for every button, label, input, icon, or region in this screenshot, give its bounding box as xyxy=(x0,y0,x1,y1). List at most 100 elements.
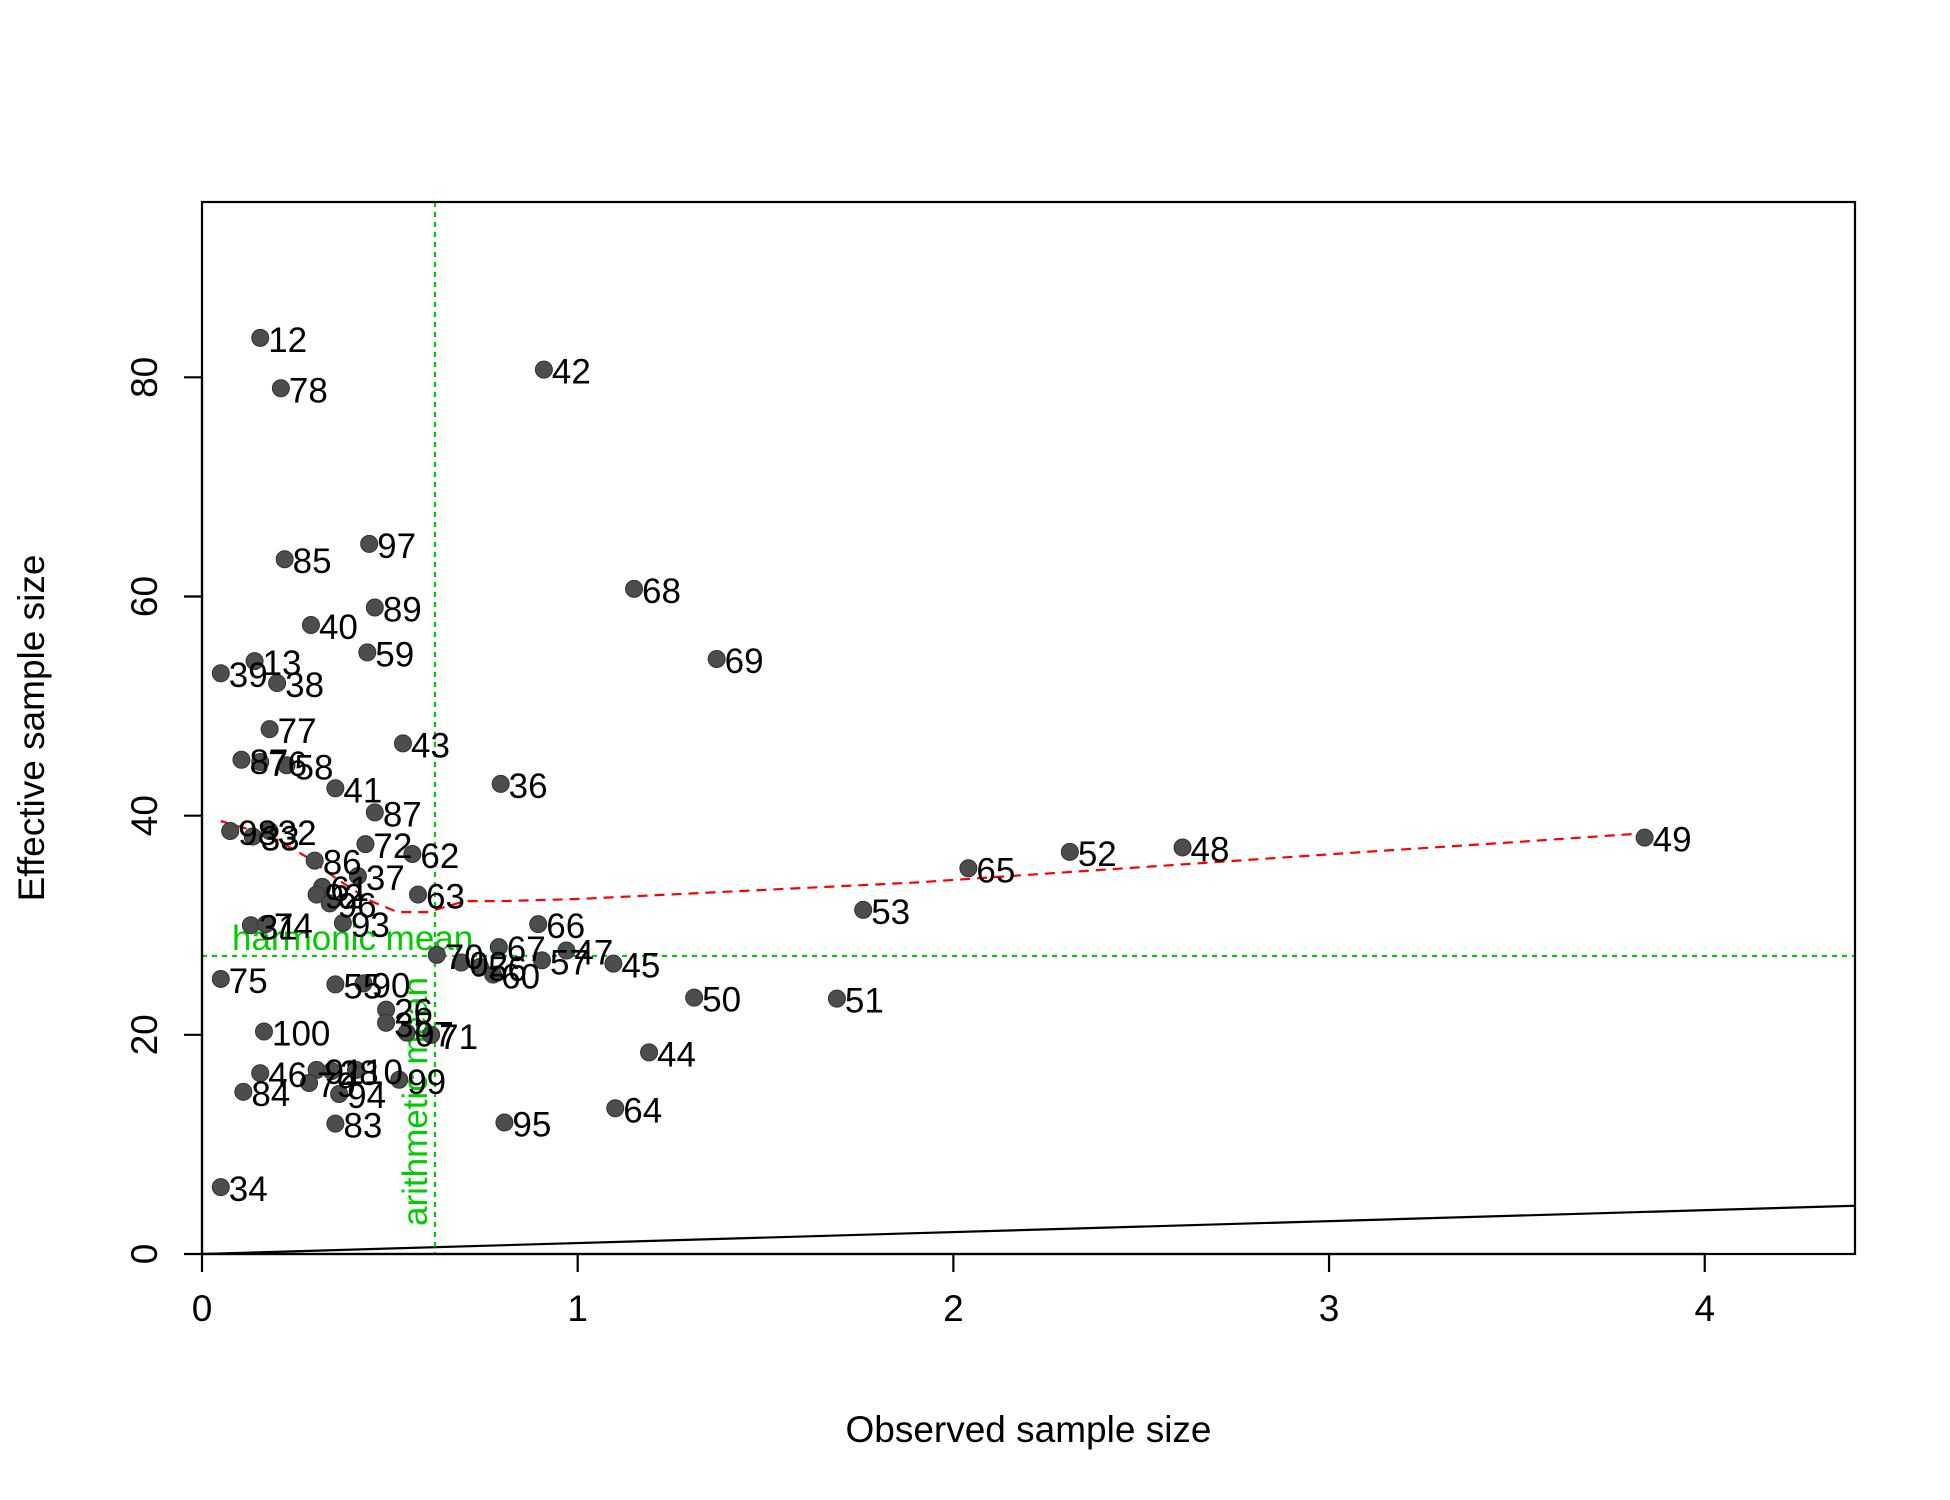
point-label: 83 xyxy=(343,1107,382,1146)
point-label: 10 xyxy=(364,1053,403,1092)
data-point xyxy=(409,885,428,904)
data-point xyxy=(322,1061,341,1080)
data-point xyxy=(534,360,553,379)
point-label: 95 xyxy=(512,1106,551,1145)
data-point xyxy=(854,900,873,919)
point-label: 43 xyxy=(411,726,450,765)
point-label: 12 xyxy=(268,321,307,360)
point-label: 39 xyxy=(229,656,268,695)
data-point xyxy=(320,894,339,913)
point-label: 65 xyxy=(976,851,1015,890)
data-point xyxy=(354,974,373,993)
data-point xyxy=(254,1022,273,1041)
data-point xyxy=(271,379,290,398)
data-point xyxy=(707,649,726,668)
x-axis-title: Observed sample size xyxy=(845,1409,1211,1450)
point-label: 44 xyxy=(657,1035,696,1074)
point-label: 55 xyxy=(343,967,382,1006)
data-point xyxy=(403,845,422,864)
point-label: 98 xyxy=(238,814,277,853)
point-label: 58 xyxy=(295,748,334,787)
point-label: 61 xyxy=(330,870,369,909)
y-tick-label: 60 xyxy=(124,576,165,617)
point-label: 62 xyxy=(420,837,459,876)
data-point xyxy=(365,803,384,822)
data-point xyxy=(211,1178,230,1197)
data-point xyxy=(640,1043,659,1062)
point-label: 92 xyxy=(325,878,364,917)
point-label: 32 xyxy=(278,814,317,853)
data-point xyxy=(301,615,320,634)
point-label: 72 xyxy=(373,827,412,866)
point-label: 38 xyxy=(285,666,324,705)
x-tick-label: 2 xyxy=(943,1288,964,1329)
point-label: 69 xyxy=(725,642,764,681)
point-label: 56 xyxy=(488,950,527,989)
data-point xyxy=(397,1023,416,1042)
data-point xyxy=(532,951,551,970)
point-label: 63 xyxy=(426,878,465,917)
point-label: 74 xyxy=(274,907,313,946)
point-label: 97 xyxy=(377,527,416,566)
data-point xyxy=(427,945,446,964)
point-label: 96 xyxy=(338,886,377,925)
point-label: 93 xyxy=(351,906,390,945)
y-tick-label: 0 xyxy=(124,1244,165,1265)
point-label: 85 xyxy=(293,542,332,581)
data-point xyxy=(1635,828,1654,847)
point-label: 40 xyxy=(319,608,358,647)
data-point xyxy=(606,1099,625,1118)
data-point xyxy=(529,915,548,934)
data-point xyxy=(330,1085,349,1104)
data-point xyxy=(348,866,367,885)
point-label: 86 xyxy=(323,844,362,883)
point-label: 59 xyxy=(375,635,414,674)
data-point xyxy=(277,756,296,775)
point-label: 41 xyxy=(343,771,382,810)
point-label: 79 xyxy=(317,1066,356,1105)
data-point xyxy=(452,953,471,972)
point-label: 36 xyxy=(509,767,548,806)
data-point xyxy=(251,1064,270,1083)
point-label: 31 xyxy=(259,908,298,947)
data-point xyxy=(211,664,230,683)
data-point xyxy=(685,988,704,1007)
data-point xyxy=(1060,842,1079,861)
data-point xyxy=(241,916,260,935)
point-label: 89 xyxy=(383,590,422,629)
data-point xyxy=(625,579,644,598)
data-point xyxy=(557,941,576,960)
data-point xyxy=(333,914,352,933)
y-axis-title: Effective sample size xyxy=(11,555,52,902)
data-point xyxy=(827,989,846,1008)
trend-line xyxy=(220,820,1645,914)
point-label: 68 xyxy=(642,572,681,611)
data-point xyxy=(275,550,294,569)
data-point xyxy=(377,1013,396,1032)
point-label: 34 xyxy=(229,1170,268,1209)
x-tick-label: 3 xyxy=(1319,1288,1340,1329)
y-tick-label: 40 xyxy=(124,795,165,836)
data-point xyxy=(260,822,279,841)
point-label: 42 xyxy=(552,353,591,392)
data-point xyxy=(356,835,375,854)
data-point xyxy=(1173,838,1192,857)
data-point xyxy=(260,720,279,739)
data-point xyxy=(243,827,262,846)
point-label: 57 xyxy=(550,943,589,982)
point-label: 51 xyxy=(845,982,884,1021)
data-point xyxy=(221,822,240,841)
point-label: 46 xyxy=(268,1056,307,1095)
point-label: 28 xyxy=(340,1054,379,1093)
data-point xyxy=(307,885,326,904)
point-label: 66 xyxy=(546,907,585,946)
data-point xyxy=(358,643,377,662)
x-tick-label: 0 xyxy=(192,1288,213,1329)
point-label: 60 xyxy=(501,958,540,997)
point-label: 100 xyxy=(272,1015,330,1054)
data-point xyxy=(489,938,508,957)
point-label: 70 xyxy=(445,938,484,977)
point-label: 64 xyxy=(623,1091,662,1130)
